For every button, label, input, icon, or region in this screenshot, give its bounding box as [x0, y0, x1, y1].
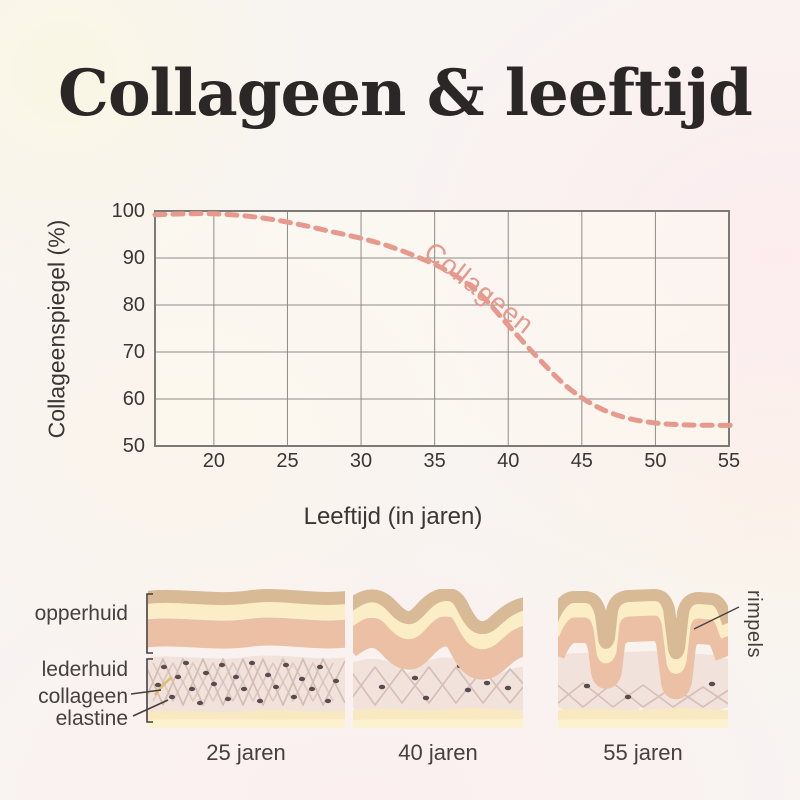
x-tick-label: 45 — [570, 450, 593, 472]
page-title: Collageen & leeftijd — [58, 56, 753, 131]
skin-diagram-55-jaren — [558, 589, 728, 728]
caption-40-jaren: 40 jaren — [398, 740, 478, 765]
y-tick-label: 50 — [122, 435, 145, 457]
x-tick-label: 40 — [497, 450, 520, 472]
skin-diagram-25-jaren — [148, 589, 345, 728]
rimpels-pointer-line — [693, 606, 740, 630]
x-tick-label: 50 — [644, 450, 667, 472]
label-lederhuid: lederhuid — [41, 658, 128, 681]
collagen-curve — [152, 211, 738, 428]
subcutis-light-strip — [148, 719, 345, 728]
label-opperhuid: opperhuid — [34, 602, 128, 625]
y-tick-label: 100 — [111, 200, 145, 222]
opperhuid-bracket — [146, 593, 153, 654]
caption-55-jaren: 55 jaren — [603, 740, 683, 765]
collagen-fibers — [353, 666, 523, 706]
subcutis-light-strip — [353, 719, 523, 728]
label-rimpels: rimpels — [743, 590, 765, 658]
y-tick-label: 80 — [122, 294, 145, 316]
y-tick-label: 60 — [122, 388, 145, 410]
x-tick-label: 25 — [276, 450, 299, 472]
caption-25-jaren: 25 jaren — [206, 740, 286, 765]
elastin-dots — [154, 660, 340, 706]
skin-diagram-40-jaren — [353, 589, 523, 728]
label-collageen: collageen — [38, 685, 128, 708]
x-tick-label: 30 — [349, 450, 373, 472]
plot-background — [155, 211, 729, 446]
y-tick-label: 70 — [122, 341, 145, 363]
collageen-pointer-line — [130, 689, 162, 695]
collagen-fibers — [558, 682, 728, 708]
collagen-fibers — [148, 658, 345, 706]
x-tick-label: 35 — [423, 450, 446, 472]
subcutis-light-strip — [558, 719, 728, 728]
elastine-pointer-line — [132, 699, 169, 717]
collagen-fiber-highlight — [153, 675, 173, 696]
plot-border — [154, 210, 730, 447]
y-tick-label: 90 — [122, 247, 145, 269]
label-elastine: elastine — [55, 707, 128, 730]
x-axis-label: Leeftijd (in jaren) — [303, 503, 483, 530]
x-tick-label: 55 — [717, 450, 741, 472]
x-tick-label: 20 — [202, 450, 225, 472]
lederhuid-bracket — [146, 658, 153, 723]
